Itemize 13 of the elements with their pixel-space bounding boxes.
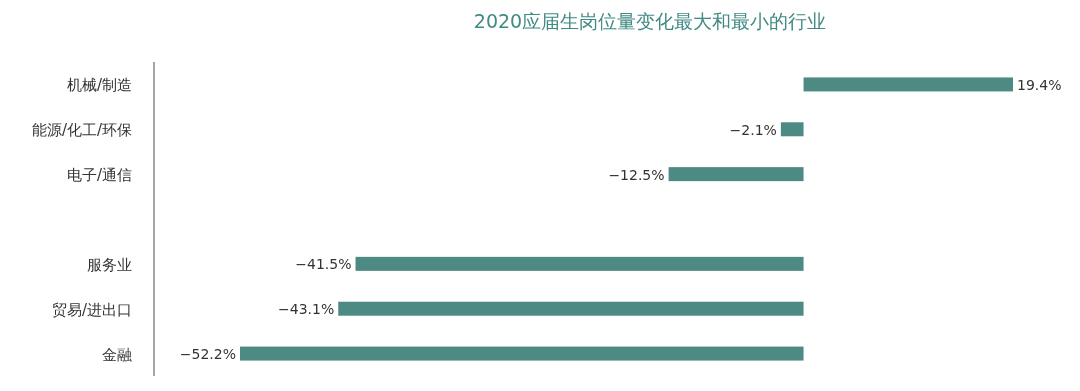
y-tick-label: 电子/通信: [66, 166, 132, 185]
y-tick-label: 机械/制造: [66, 76, 132, 95]
data-label: −43.1%: [278, 301, 335, 318]
y-tick-label: 贸易/进出口: [51, 300, 132, 319]
chart-title: 2020应届生岗位量变化最大和最小的行业: [473, 10, 827, 32]
data-label: −41.5%: [295, 256, 352, 273]
y-tick-label: 服务业: [87, 255, 132, 274]
data-label: −2.1%: [729, 121, 777, 138]
data-label: −52.2%: [179, 346, 236, 363]
data-label: −12.5%: [608, 166, 665, 183]
y-tick-label: 能源/化工/环保: [31, 121, 132, 140]
data-label: 19.4%: [1017, 76, 1062, 93]
y-tick-label: 金融: [102, 345, 132, 364]
